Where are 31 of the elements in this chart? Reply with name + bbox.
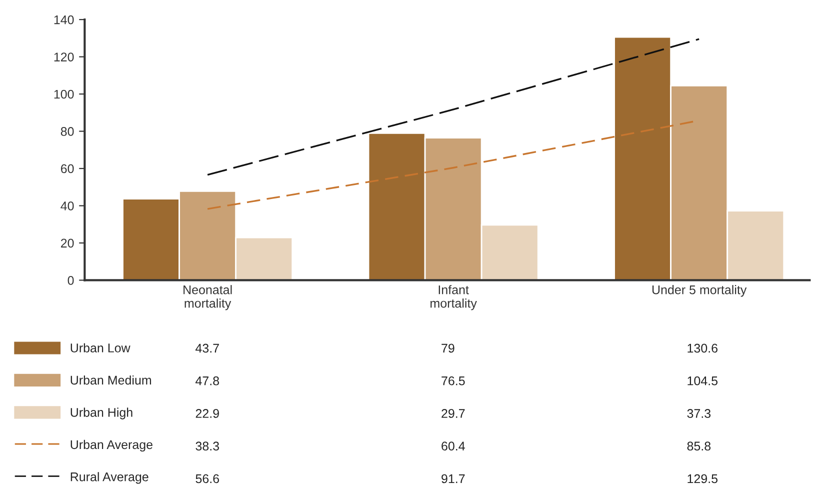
data-label: 43.7 [196, 344, 219, 353]
data-label: 47.8 [196, 376, 220, 386]
legend-label: Urban Medium [70, 375, 152, 385]
x-tick-label: Infant mortality [430, 285, 477, 310]
data-label: 60.4 [442, 442, 465, 451]
data-label: 76.5 [442, 376, 465, 386]
data-label: 56.6 [196, 474, 219, 484]
data-label: 91.7 [442, 474, 465, 484]
y-tick-label: 40 [60, 202, 74, 210]
data-label: 38.3 [196, 442, 219, 451]
data-label: 130.6 [688, 344, 718, 353]
y-tick-label: 0 [68, 276, 74, 285]
data-label: 79 [442, 344, 454, 353]
x-tick-label: Neonatal mortality [184, 285, 232, 310]
legend-label: Rural Average [70, 472, 148, 484]
data-label: 29.7 [442, 409, 465, 418]
data-label: 22.9 [196, 409, 219, 418]
data-label: 85.8 [687, 442, 711, 451]
data-label: 129.5 [688, 474, 718, 484]
x-tick-label: Under 5 mortality [652, 285, 747, 297]
y-tick-label: 140 [54, 15, 74, 24]
y-tick-label: 60 [60, 164, 74, 174]
data-label: 37.3 [687, 409, 711, 418]
y-tick-label: 100 [54, 90, 74, 99]
legend-label: Urban High [70, 408, 132, 420]
legend-label: Urban Low [70, 343, 130, 352]
y-tick-label: 80 [60, 127, 74, 136]
data-label: 104.5 [688, 376, 718, 386]
legend-label: Urban Average [70, 440, 152, 452]
y-tick-label: 20 [60, 238, 74, 248]
y-tick-label: 120 [54, 52, 74, 62]
